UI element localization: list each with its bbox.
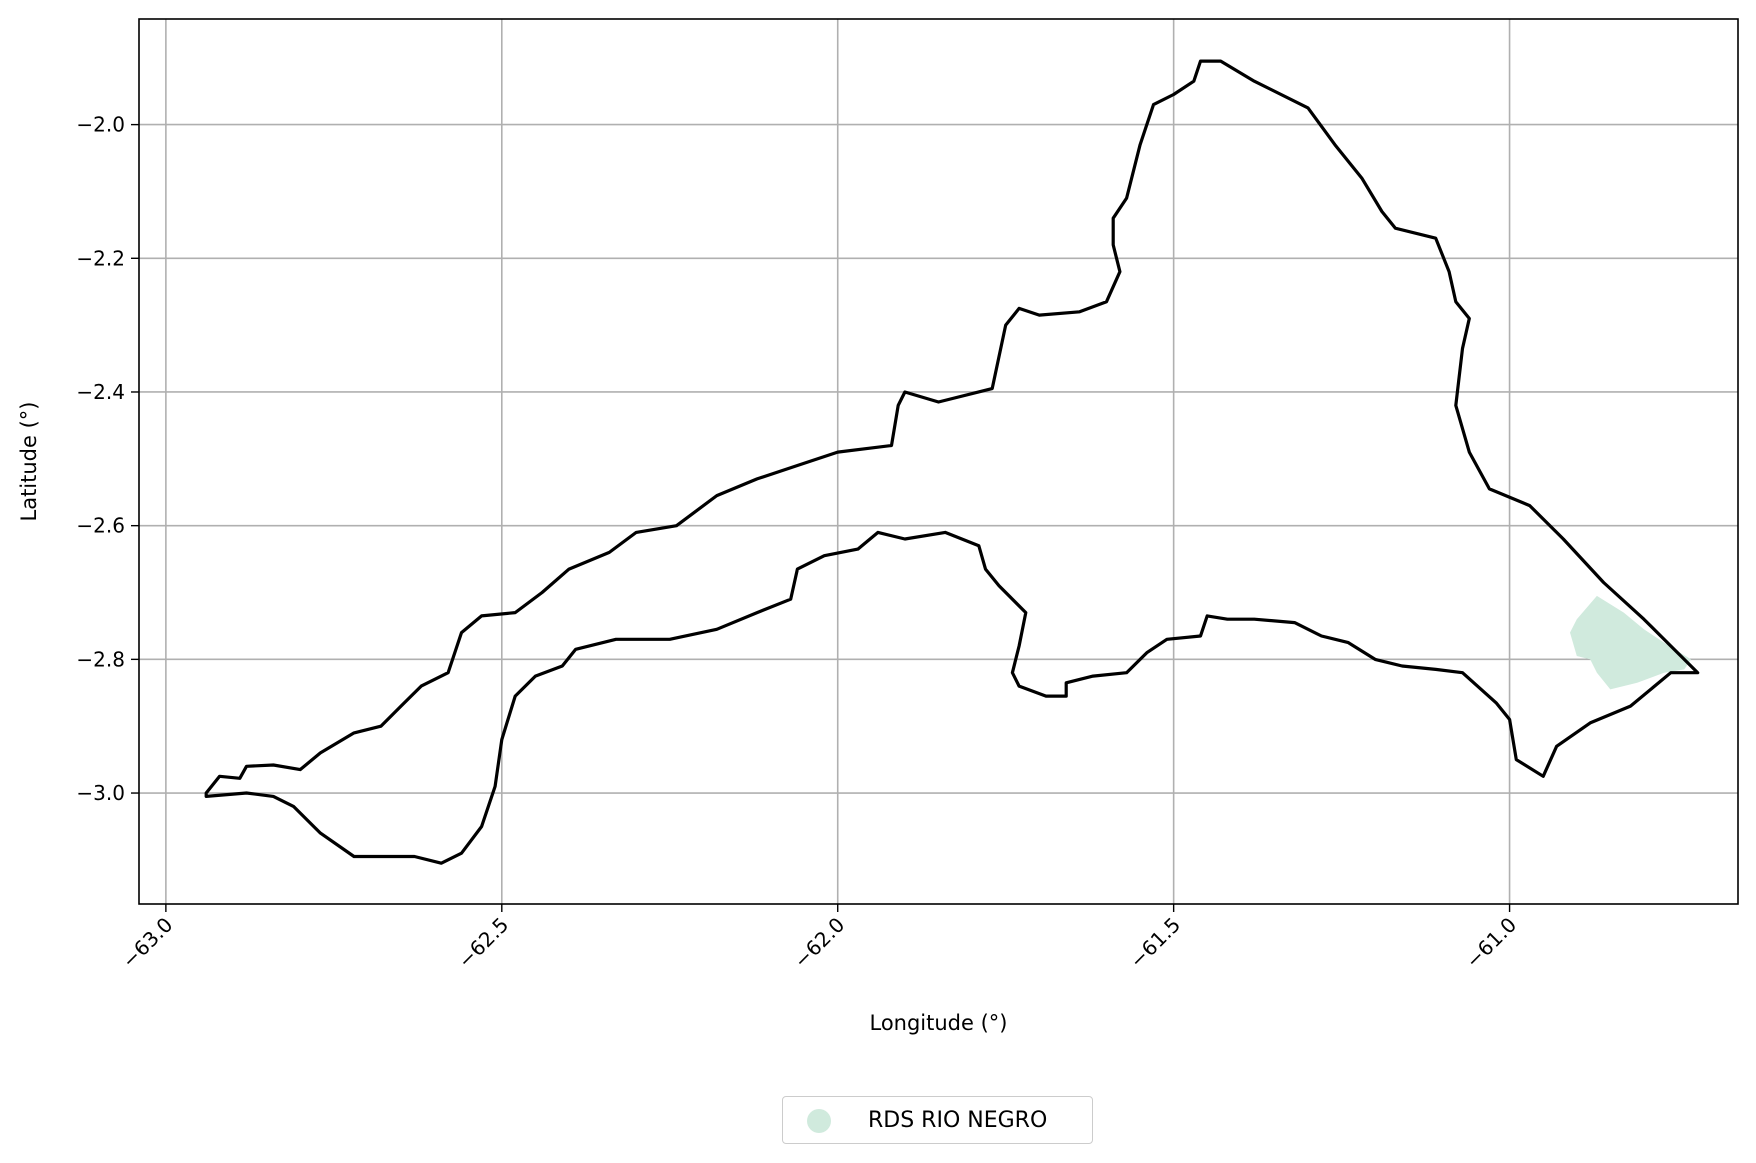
protected-area-polygon xyxy=(1570,595,1691,690)
legend: RDS RIO NEGRO xyxy=(782,1096,1093,1144)
grid-lines xyxy=(139,19,1738,904)
y-tick-label: −2.4 xyxy=(76,380,125,404)
boundary-outline-layer xyxy=(204,59,1700,865)
legend-label-rds-rio-negro: RDS RIO NEGRO xyxy=(868,1108,1048,1133)
boundary-outline xyxy=(204,59,1700,865)
y-axis-label: Latitude (°) xyxy=(17,402,41,522)
x-axis-label: Longitude (°) xyxy=(869,1011,1007,1035)
protected-area-layer xyxy=(1570,595,1691,690)
y-tick-label: −3.0 xyxy=(76,781,125,805)
y-tick-label: −2.8 xyxy=(76,647,125,671)
y-tick-label: −2.0 xyxy=(76,113,125,137)
legend-marker-rds-rio-negro xyxy=(807,1109,831,1133)
plot-frame xyxy=(138,18,1739,905)
y-tick-label: −2.2 xyxy=(76,246,125,270)
y-tick-label: −2.6 xyxy=(76,514,125,538)
